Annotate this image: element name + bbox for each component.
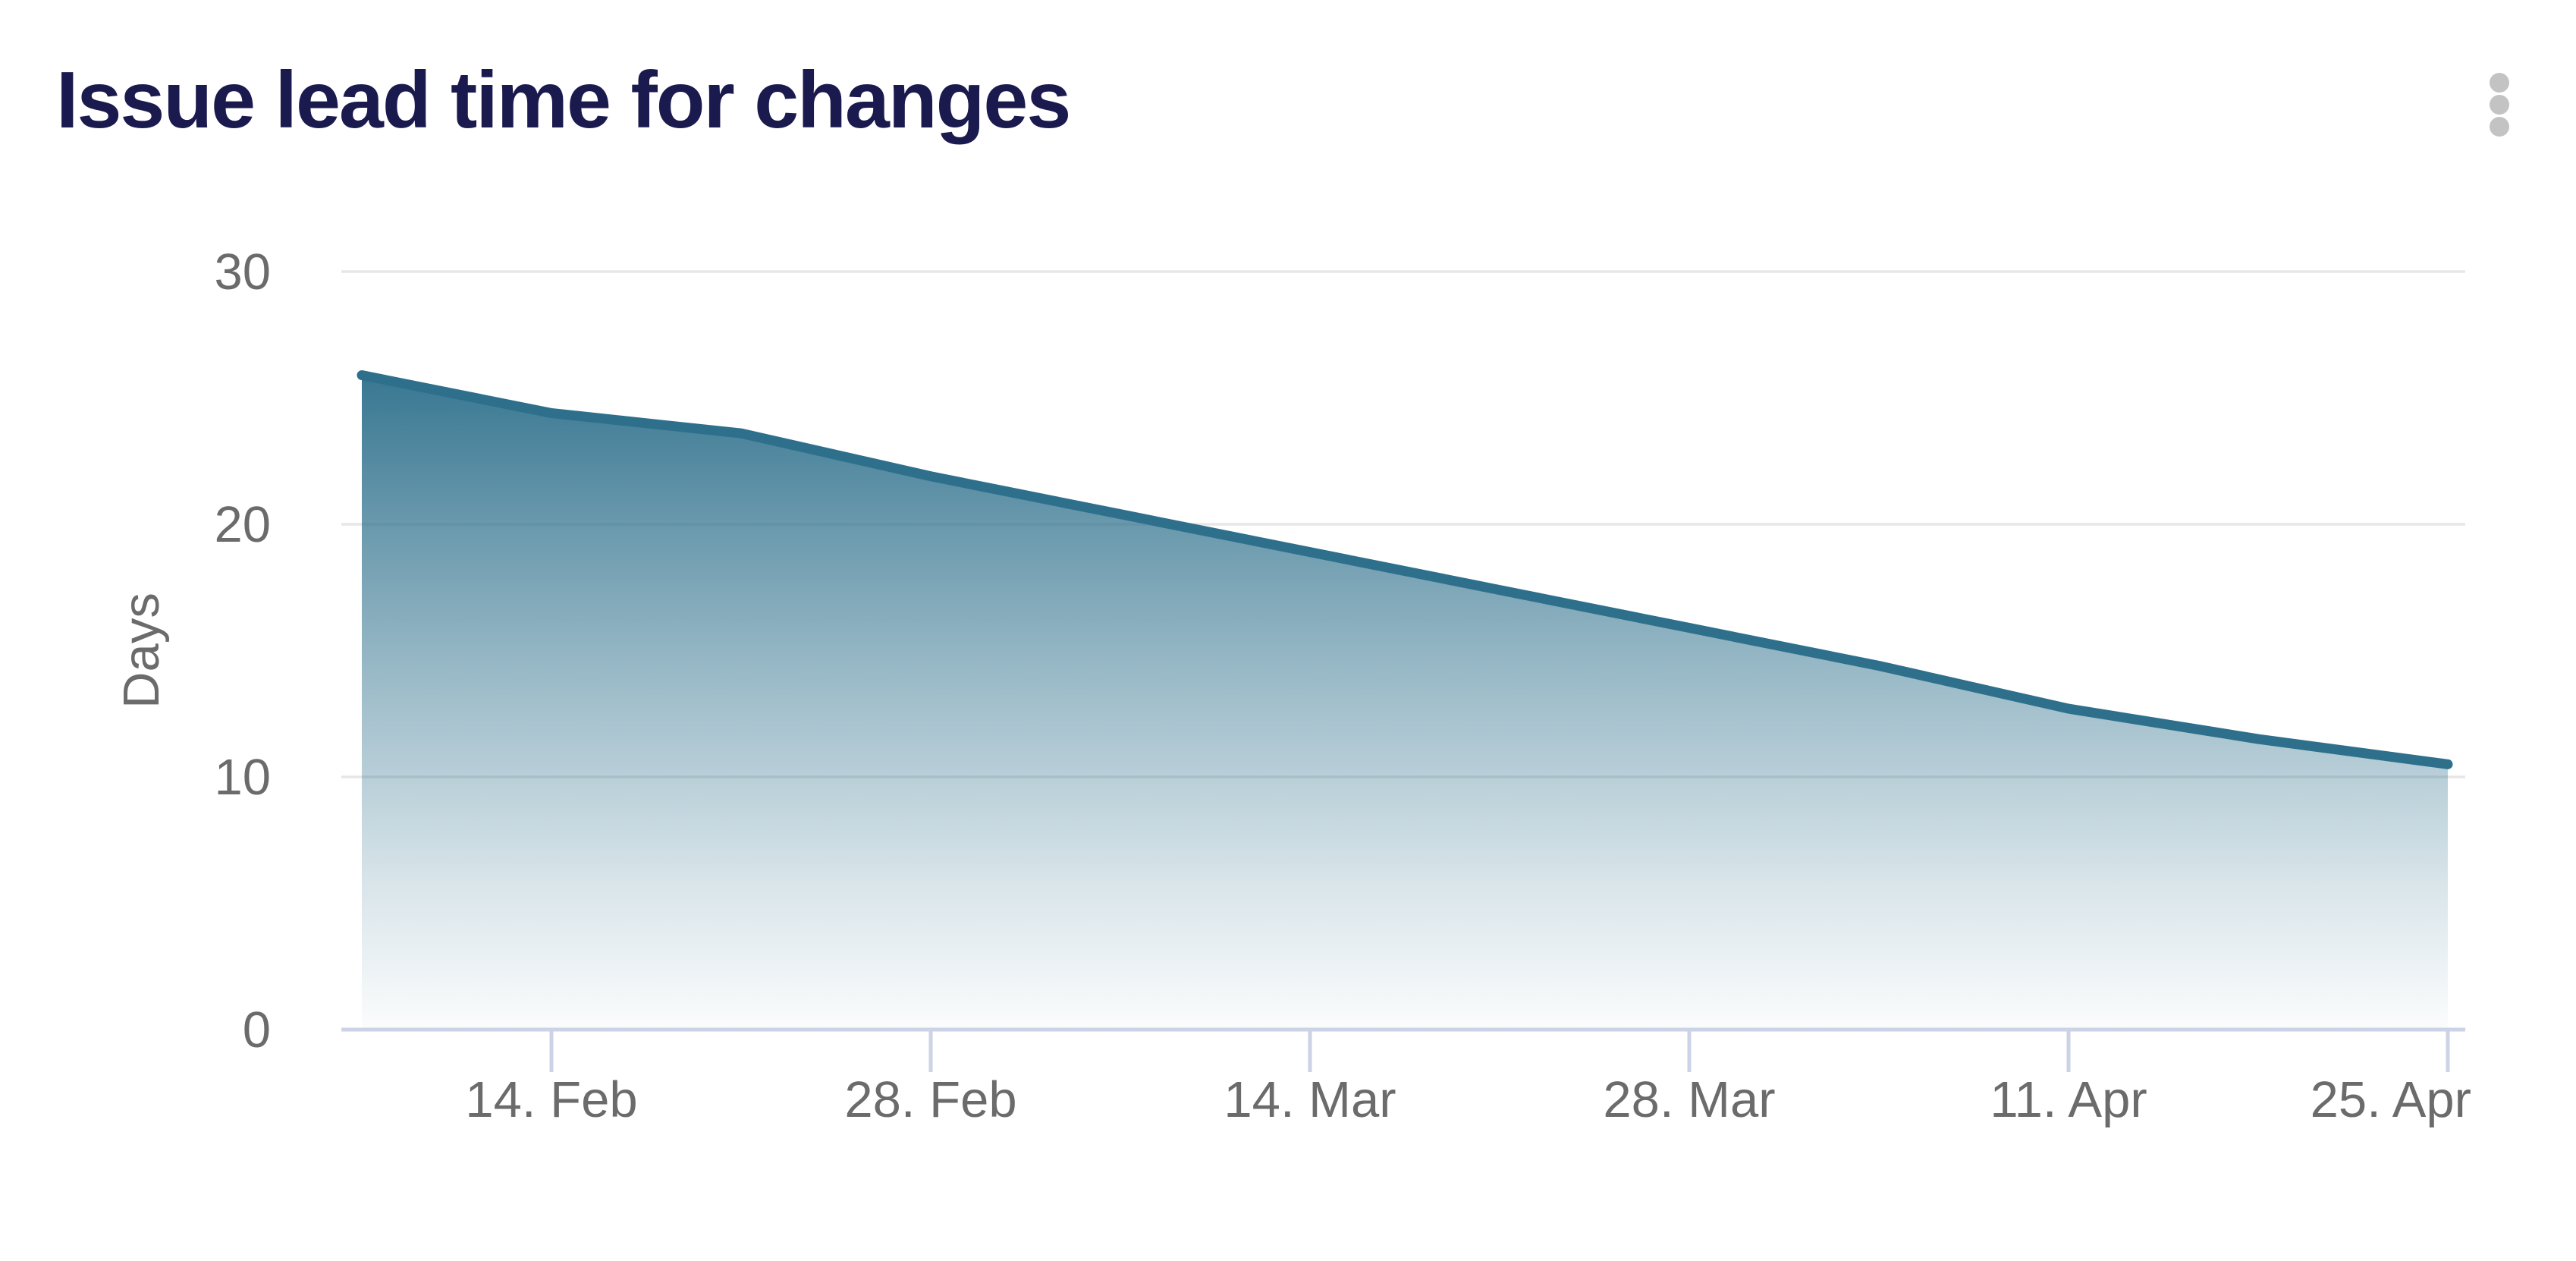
x-tick-label: 28. Mar [1603, 1071, 1775, 1128]
series-area-fill [362, 375, 2448, 1030]
x-tick-label: 25. Apr [2311, 1071, 2471, 1128]
y-tick-label: 0 [243, 1002, 271, 1058]
y-tick-label: 30 [214, 244, 271, 300]
kebab-vertical-icon [2490, 73, 2509, 137]
x-tick-label: 28. Feb [844, 1071, 1016, 1128]
y-tick-label: 10 [214, 749, 271, 806]
y-axis-title: Days [113, 593, 170, 709]
y-tick-label: 20 [214, 496, 271, 553]
series-line [357, 370, 2453, 769]
chart-title: Issue lead time for changes [56, 55, 1071, 145]
x-tick-label: 14. Mar [1224, 1071, 1396, 1128]
more-options-button[interactable] [2479, 65, 2520, 144]
x-tick-label: 14. Feb [465, 1071, 637, 1128]
x-tick-label: 11. Apr [1990, 1071, 2147, 1128]
